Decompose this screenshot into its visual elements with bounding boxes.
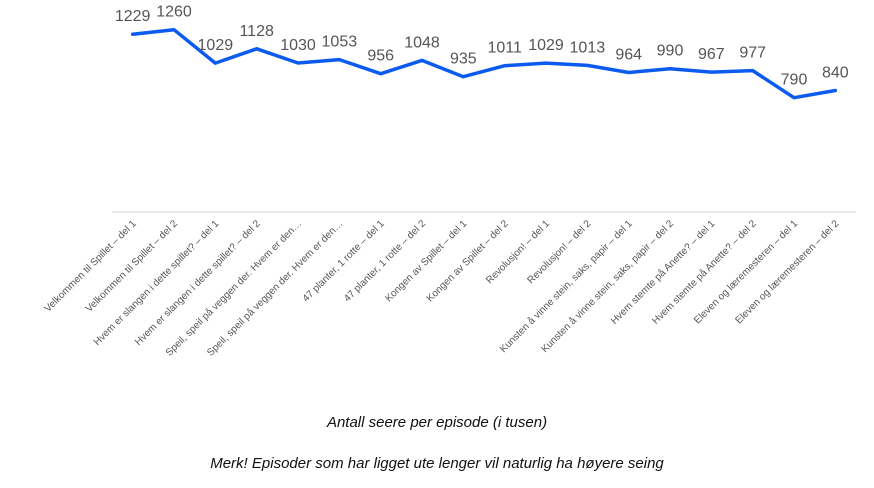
data-label: 1260 [156, 4, 192, 21]
data-label: 967 [698, 46, 725, 63]
data-point [172, 28, 176, 32]
data-point [131, 32, 135, 36]
data-point [461, 75, 465, 79]
data-label: 1011 [487, 40, 522, 57]
chart-note: Merk! Episoder som har ligget ute lenger… [210, 455, 664, 472]
data-point [627, 71, 631, 75]
data-label: 1013 [570, 39, 606, 56]
data-label: 935 [450, 51, 477, 68]
data-point [379, 72, 383, 76]
data-point [420, 58, 424, 62]
x-tick-label: Kongen av Spillet – del 2 [425, 218, 511, 304]
data-point [255, 47, 259, 51]
data-point [544, 61, 548, 65]
data-label: 790 [781, 72, 808, 89]
chart-caption: Antall seere per episode (i tusen) [326, 414, 548, 431]
data-point [833, 88, 837, 92]
data-point [337, 58, 341, 62]
x-tick-label: 47 planter, 1 rotte – del 1 [301, 218, 387, 304]
series-line [130, 27, 838, 100]
x-tick-label: 47 planter, 1 rotte – del 2 [342, 218, 428, 304]
data-label: 977 [739, 45, 766, 62]
data-label: 990 [657, 43, 684, 60]
data-point [709, 70, 713, 74]
data-point [792, 96, 796, 100]
data-label: 956 [367, 48, 394, 65]
line-chart: 1229 1260 1029 1128 1030 1053 956 1048 935 1011 10… [43, 4, 856, 359]
data-label: 1029 [198, 37, 234, 54]
data-point [213, 61, 217, 65]
data-point [296, 61, 300, 65]
data-label: 1030 [280, 37, 316, 54]
data-label: 964 [615, 47, 642, 64]
data-label: 1229 [115, 8, 151, 25]
data-point [751, 69, 755, 73]
data-point [668, 67, 672, 71]
data-label: 1048 [404, 34, 440, 51]
data-label: 1053 [322, 34, 358, 51]
data-point [503, 64, 507, 68]
data-label: 1029 [528, 37, 564, 54]
x-tick-label: Kongen av Spillet – del 1 [383, 218, 469, 304]
data-label: 1128 [239, 23, 274, 40]
data-point [585, 63, 589, 67]
data-label: 840 [822, 64, 849, 81]
